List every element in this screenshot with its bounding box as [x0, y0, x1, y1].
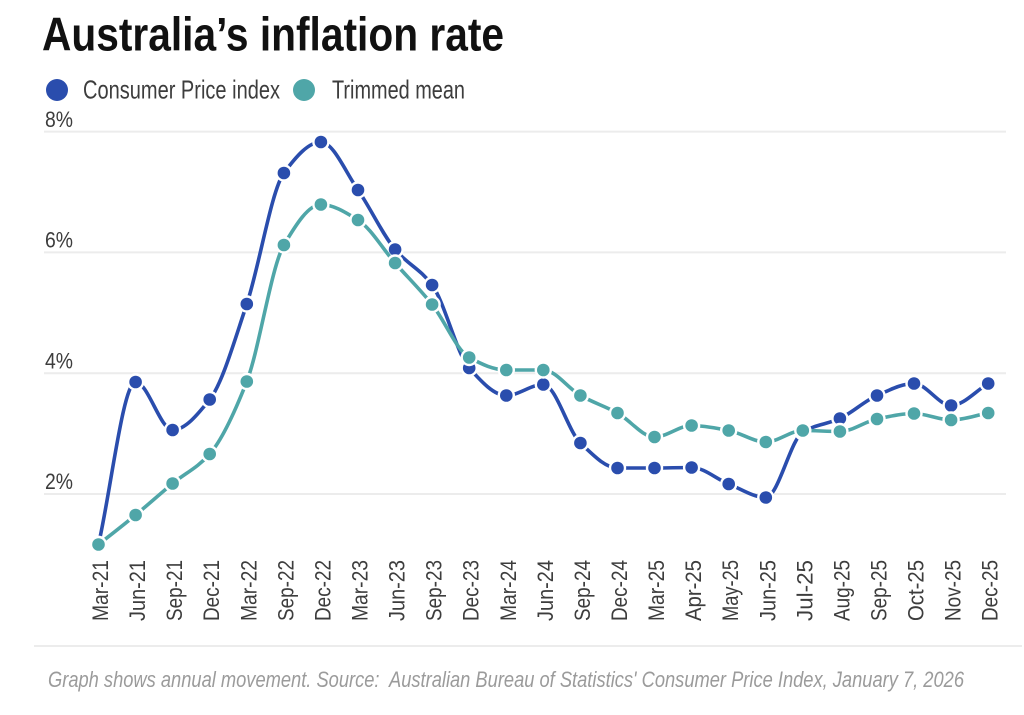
- svg-text:Jun-23: Jun-23: [385, 560, 410, 621]
- svg-text:8%: 8%: [45, 107, 73, 132]
- svg-text:Consumer Price index: Consumer Price index: [83, 75, 280, 105]
- svg-text:Apr-25: Apr-25: [681, 560, 706, 621]
- svg-text:Jun-21: Jun-21: [125, 560, 150, 621]
- svg-text:Oct-25: Oct-25: [904, 560, 929, 621]
- svg-text:Sep-21: Sep-21: [162, 560, 187, 621]
- svg-text:Dec-21: Dec-21: [199, 560, 224, 621]
- svg-text:Mar-21: Mar-21: [88, 560, 113, 621]
- svg-text:Jul-25: Jul-25: [792, 560, 817, 621]
- svg-text:Mar-25: Mar-25: [644, 560, 669, 621]
- svg-text:Trimmed mean: Trimmed mean: [332, 75, 465, 105]
- svg-text:4%: 4%: [45, 348, 73, 373]
- svg-text:Sep-24: Sep-24: [570, 560, 595, 621]
- svg-text:Sep-25: Sep-25: [867, 560, 892, 621]
- svg-text:6%: 6%: [45, 228, 73, 253]
- svg-text:Jun-25: Jun-25: [755, 560, 780, 621]
- svg-text:Australia’s inflation rate: Australia’s inflation rate: [42, 9, 504, 62]
- svg-text:Dec-24: Dec-24: [607, 560, 632, 621]
- svg-text:Aug-25: Aug-25: [829, 560, 854, 621]
- svg-text:Dec-22: Dec-22: [310, 560, 335, 621]
- svg-text:May-25: May-25: [718, 560, 743, 621]
- svg-text:Mar-24: Mar-24: [496, 560, 521, 621]
- svg-text:Sep-22: Sep-22: [273, 560, 298, 621]
- svg-text:2%: 2%: [45, 469, 73, 494]
- svg-text:Dec-25: Dec-25: [978, 560, 1003, 621]
- svg-text:Dec-23: Dec-23: [459, 560, 484, 621]
- svg-text:Graph shows annual movement. S: Graph shows annual movement. Source: Aus…: [48, 667, 965, 692]
- svg-text:Sep-23: Sep-23: [422, 560, 447, 621]
- svg-text:Mar-23: Mar-23: [348, 560, 373, 621]
- svg-text:Mar-22: Mar-22: [236, 560, 261, 621]
- svg-text:Nov-25: Nov-25: [941, 560, 966, 621]
- svg-text:Jun-24: Jun-24: [533, 560, 558, 621]
